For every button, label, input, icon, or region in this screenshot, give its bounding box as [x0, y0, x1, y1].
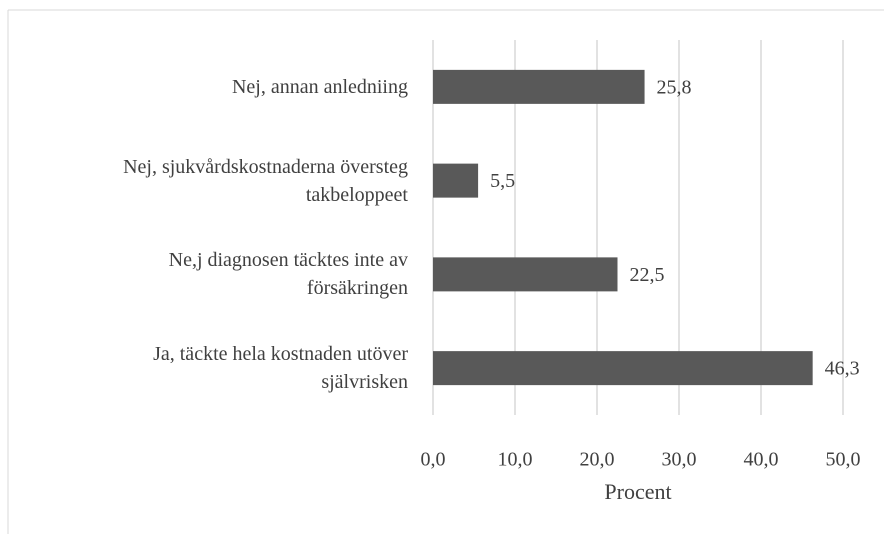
category-label: Nej, annan anledniing — [231, 75, 408, 98]
category-label: Ja, täckte hela kostnaden utöver självri… — [153, 343, 408, 394]
bar — [433, 351, 813, 386]
x-tick-label: 50,0 — [826, 449, 861, 471]
value-label: 46,3 — [825, 358, 860, 380]
bar — [433, 69, 645, 104]
category-label: Ne,j diagnosen täcktes inte av försäkrin… — [168, 249, 408, 300]
x-tick-label: 20,0 — [580, 449, 615, 471]
x-axis-title: Procent — [604, 479, 671, 504]
bar — [433, 163, 479, 198]
x-tick-label: 0,0 — [421, 449, 446, 471]
x-tick-label: 40,0 — [744, 449, 779, 471]
bar — [433, 257, 618, 292]
x-tick-label: 30,0 — [662, 449, 697, 471]
value-label: 25,8 — [657, 76, 692, 98]
value-label: 5,5 — [490, 170, 515, 192]
x-tick-label: 10,0 — [498, 449, 533, 471]
category-label: Nej, sjukvårdskostnaderna översteg takbe… — [123, 155, 408, 206]
value-label: 22,5 — [630, 264, 665, 286]
